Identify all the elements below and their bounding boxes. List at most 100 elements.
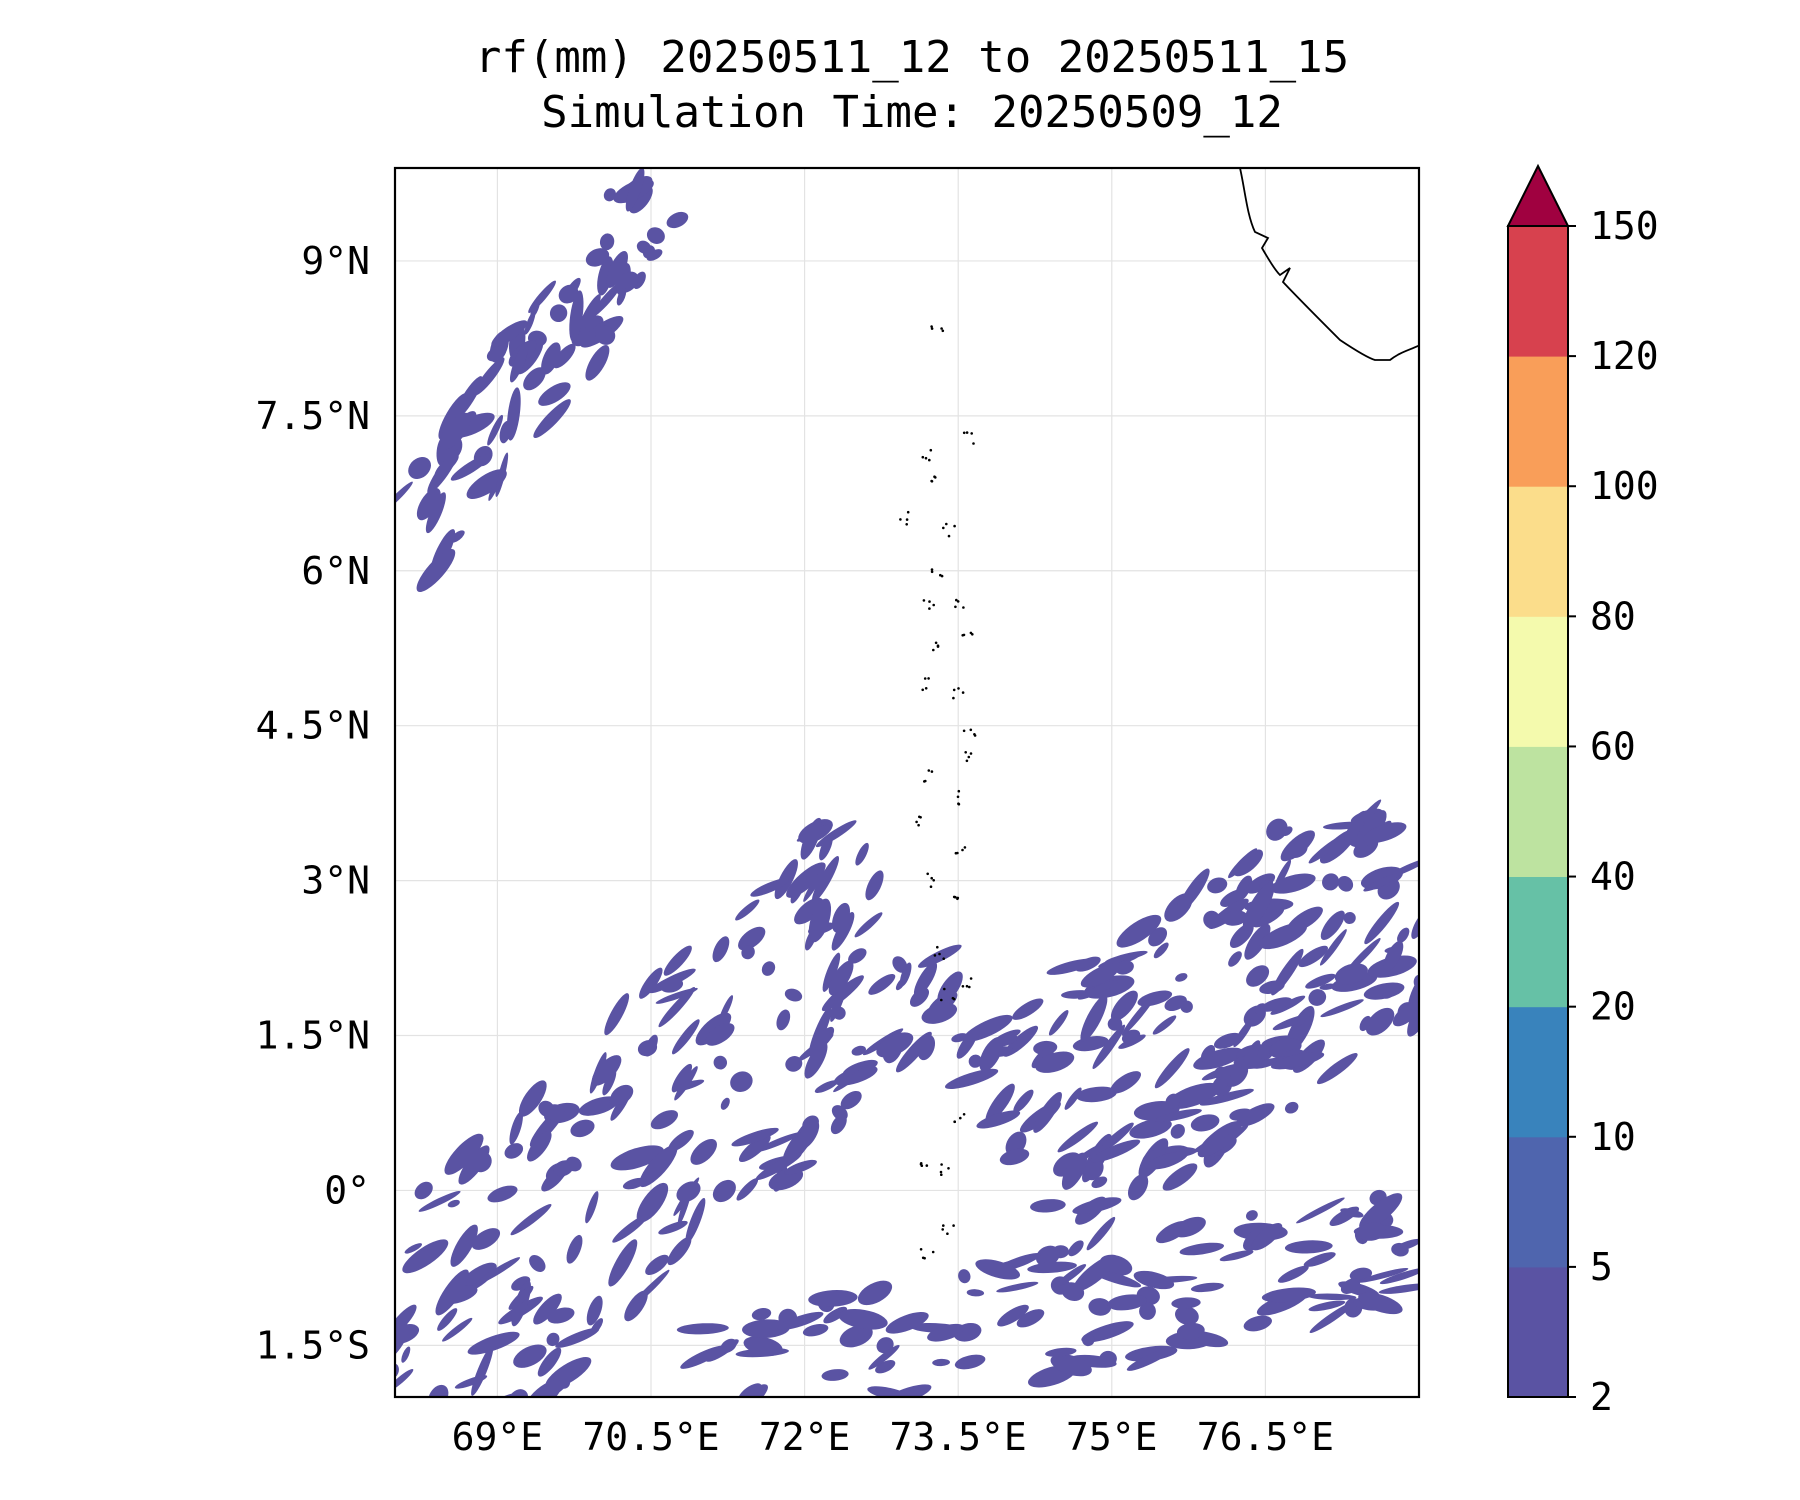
rain-cell <box>909 987 930 1007</box>
rain-cell <box>761 961 776 976</box>
rain-cell <box>1284 1101 1299 1114</box>
rain-cell <box>808 898 832 943</box>
rain-cell <box>1107 1294 1147 1311</box>
rain-cell <box>1121 991 1158 1036</box>
island-dot <box>940 1173 943 1176</box>
rain-cell <box>1261 1287 1316 1303</box>
island-dot <box>922 599 926 602</box>
rain-cell <box>467 1331 520 1355</box>
rain-cell <box>724 1384 768 1397</box>
rain-cell <box>865 870 884 901</box>
rain-cell <box>1171 1297 1201 1309</box>
rain-cell <box>1121 1029 1141 1044</box>
rain-cell <box>549 304 568 323</box>
island-dot <box>952 688 956 692</box>
rain-cell <box>1284 1240 1333 1254</box>
rain-cell <box>471 1345 494 1396</box>
rain-cell <box>1432 960 1466 988</box>
rain-cell <box>1298 945 1329 968</box>
rain-cell <box>1148 1151 1188 1168</box>
rain-cell <box>639 967 663 999</box>
rain-cell <box>755 1132 802 1153</box>
rain-cell <box>742 1319 790 1339</box>
rain-cell <box>713 1055 728 1070</box>
island-dot <box>906 510 910 514</box>
rain-cell <box>625 168 645 212</box>
xtick-label: 72°E <box>759 1415 851 1459</box>
rain-cell <box>1272 1014 1310 1031</box>
rain-cell <box>830 1114 847 1135</box>
rain-cell <box>921 1002 958 1024</box>
island-dot <box>961 848 964 852</box>
colorbar-segment <box>1508 1006 1568 1138</box>
rain-cell <box>523 367 546 391</box>
island-dot <box>952 895 956 899</box>
colorbar-level-label: 40 <box>1590 855 1636 899</box>
rain-cell <box>473 357 505 396</box>
island-dot <box>955 598 958 602</box>
rain-cell <box>1167 1082 1221 1109</box>
rain-cell <box>676 1181 701 1203</box>
rain-cell <box>547 1307 575 1324</box>
rain-cell <box>1214 1066 1231 1083</box>
colorbar-level-label: 2 <box>1590 1375 1613 1419</box>
island-dot <box>962 633 966 637</box>
rain-cell <box>450 1224 478 1267</box>
island-dot <box>924 687 928 690</box>
rain-cell <box>1241 1040 1261 1071</box>
rain-cell <box>1242 882 1275 931</box>
rain-cell <box>565 1156 582 1172</box>
rain-cell <box>945 1068 999 1089</box>
rain-cell <box>555 1327 600 1348</box>
rain-cell <box>1308 834 1345 864</box>
rain-cell <box>1200 1045 1216 1063</box>
island-dot <box>939 1170 943 1174</box>
rain-cell <box>776 1009 791 1031</box>
rain-cell <box>1397 927 1410 943</box>
rain-cell <box>660 978 684 993</box>
island-dot <box>942 957 945 960</box>
rain-cell <box>402 1239 449 1274</box>
rain-cell <box>906 1392 920 1397</box>
island-dot <box>940 327 943 330</box>
rain-cell <box>803 868 825 902</box>
rain-cell <box>1152 1015 1177 1035</box>
rain-cell <box>1456 963 1475 982</box>
rain-cell <box>963 1014 1013 1042</box>
rain-cell <box>951 1033 968 1043</box>
island-dot <box>928 600 931 603</box>
rain-cell <box>504 1143 524 1159</box>
rain-cell <box>1382 991 1394 999</box>
ytick-label: 4.5°N <box>256 704 370 748</box>
rain-cell <box>1099 1350 1117 1367</box>
rain-cell <box>1359 1015 1372 1032</box>
island-dot <box>940 998 943 1002</box>
island-dot <box>934 641 938 645</box>
rain-cell <box>487 414 504 446</box>
island-dot <box>931 1250 935 1254</box>
rain-cell <box>782 1121 817 1165</box>
colorbar-level-label: 80 <box>1590 594 1636 638</box>
rain-cell <box>404 1243 423 1254</box>
rain-cell <box>784 988 803 1002</box>
rain-cell <box>585 344 610 381</box>
rain-cell <box>546 1332 560 1347</box>
rain-cell <box>1165 1093 1181 1109</box>
island-dot <box>924 456 928 460</box>
colorbar-frame <box>1507 225 1569 1398</box>
colorbar-level-label: 5 <box>1590 1245 1613 1289</box>
island-dot <box>933 954 937 957</box>
rain-cell <box>439 412 471 450</box>
rain-cell <box>1099 1122 1134 1153</box>
rain-cell <box>1033 1091 1062 1133</box>
rain-cell <box>790 875 807 904</box>
rain-cell <box>913 961 938 997</box>
rain-cell <box>571 315 604 347</box>
coastline-layer <box>1239 168 1419 361</box>
island-dot <box>938 952 941 956</box>
island-dot <box>954 605 957 609</box>
rain-cell <box>895 1031 932 1073</box>
rain-cell <box>1413 974 1419 991</box>
island-dot <box>972 442 975 445</box>
